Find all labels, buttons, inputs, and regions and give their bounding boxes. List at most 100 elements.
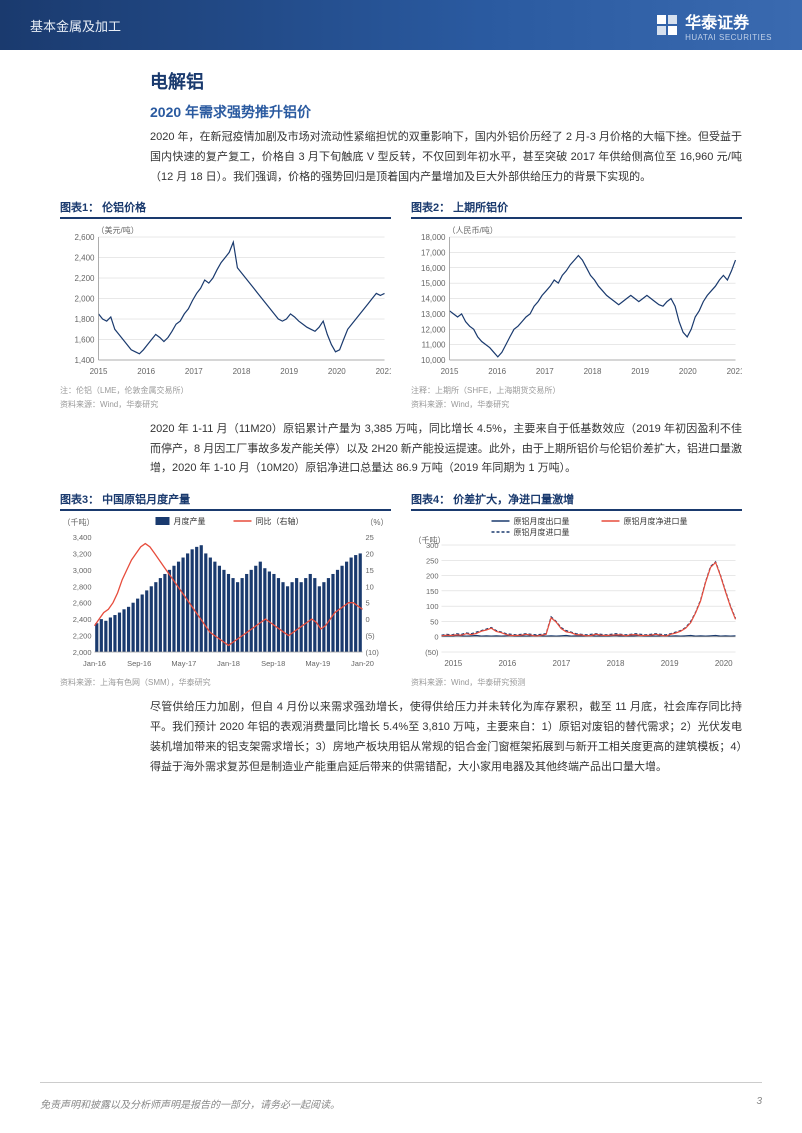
chart-3-svg: 月度产量同比（右轴）（千吨）（%）2,000(10)2,200(5)2,4000… (60, 515, 391, 670)
chart-4-note: 资料来源：Wind，华泰研究预测 (411, 677, 742, 688)
header-category: 基本金属及加工 (30, 16, 121, 35)
chart-1-note2: 资料来源：Wind，华泰研究 (60, 399, 391, 410)
svg-text:12,000: 12,000 (421, 326, 446, 335)
svg-text:Jan-16: Jan-16 (83, 659, 106, 668)
svg-text:Sep-18: Sep-18 (261, 659, 285, 668)
svg-text:2021: 2021 (727, 367, 742, 376)
paragraph-2: 2020 年 1-11 月（11M20）原铝累计产量为 3,385 万吨，同比增… (150, 420, 742, 479)
svg-text:2015: 2015 (441, 367, 459, 376)
svg-text:2,600: 2,600 (74, 233, 95, 242)
sub-title: 2020 年需求强势推升铝价 (150, 102, 742, 122)
svg-text:2,000: 2,000 (73, 648, 92, 657)
chart-1-note1: 注：伦铝（LME，伦敦金属交易所） (60, 385, 391, 396)
svg-text:2,800: 2,800 (73, 582, 92, 591)
svg-text:（千吨）: （千吨） (63, 517, 95, 527)
svg-text:2,400: 2,400 (74, 254, 95, 263)
page-footer: 免责声明和披露以及分析师声明是报告的一部分，请务必一起阅读。 3 (0, 1096, 802, 1111)
charts-row-1: 图表1： 伦铝价格 （美元/吨）1,4001,6001,8002,0002,20… (60, 199, 742, 409)
svg-text:1,600: 1,600 (74, 336, 95, 345)
svg-text:Jan-18: Jan-18 (217, 659, 240, 668)
svg-text:Jan-20: Jan-20 (351, 659, 374, 668)
svg-text:(10): (10) (366, 648, 380, 657)
svg-text:原铝月度净进口量: 原铝月度净进口量 (624, 516, 688, 526)
chart-1-block: 图表1： 伦铝价格 （美元/吨）1,4001,6001,8002,0002,20… (60, 199, 391, 409)
svg-text:3,200: 3,200 (73, 550, 92, 559)
company-logo-icon (655, 13, 679, 37)
chart-2-block: 图表2： 上期所铝价 （人民币/吨） 10,000 11,000 12,000 13,0… (411, 199, 742, 409)
svg-text:2016: 2016 (498, 659, 516, 668)
company-name: 华泰证券 (685, 9, 772, 33)
chart-2-note2: 资料来源：Wind，华泰研究 (411, 399, 742, 410)
svg-text:2018: 2018 (233, 367, 251, 376)
svg-text:2018: 2018 (584, 367, 602, 376)
chart-3-note: 资料来源：上海有色网（SMM），华泰研究 (60, 677, 391, 688)
svg-text:（人民币/吨）: （人民币/吨） (448, 225, 498, 235)
svg-text:17,000: 17,000 (421, 249, 446, 258)
svg-text:2017: 2017 (536, 367, 554, 376)
svg-text:20: 20 (366, 550, 374, 559)
svg-text:200: 200 (426, 572, 439, 581)
svg-text:1,400: 1,400 (74, 356, 95, 365)
page-header: 基本金属及加工 华泰证券 HUATAI SECURITIES (0, 0, 802, 50)
svg-text:2,200: 2,200 (73, 632, 92, 641)
svg-text:2015: 2015 (444, 659, 462, 668)
svg-text:250: 250 (426, 556, 439, 565)
svg-text:3,000: 3,000 (73, 566, 92, 575)
svg-text:2020: 2020 (679, 367, 697, 376)
svg-text:Sep-16: Sep-16 (127, 659, 151, 668)
svg-text:16,000: 16,000 (421, 264, 446, 273)
chart-3-block: 图表3： 中国原铝月度产量 月度产量同比（右轴）（千吨）（%）2,000(10)… (60, 491, 391, 688)
svg-text:10: 10 (366, 582, 374, 591)
svg-text:0: 0 (434, 633, 438, 642)
svg-text:2,000: 2,000 (74, 295, 95, 304)
svg-text:100: 100 (426, 602, 439, 611)
svg-text:（%）: （%） (365, 518, 388, 527)
chart-2-svg: （人民币/吨）10,00011,00012,00013,00014,00015,… (411, 223, 742, 378)
chart-4-svg: 原铝月度出口量原铝月度进口量原铝月度净进口量（千吨）(50)0501001502… (411, 515, 742, 670)
svg-text:2021: 2021 (376, 367, 391, 376)
svg-text:2,400: 2,400 (73, 615, 92, 624)
svg-text:2017: 2017 (553, 659, 571, 668)
svg-text:13,000: 13,000 (421, 310, 446, 319)
svg-text:(50): (50) (425, 648, 439, 657)
svg-text:月度产量: 月度产量 (174, 516, 206, 526)
svg-text:原铝月度出口量: 原铝月度出口量 (514, 516, 570, 526)
company-name-en: HUATAI SECURITIES (685, 33, 772, 42)
svg-text:18,000: 18,000 (421, 233, 446, 242)
chart-2-title: 图表2： 上期所铝价 (411, 199, 742, 219)
svg-text:2017: 2017 (185, 367, 203, 376)
svg-text:50: 50 (430, 618, 438, 627)
svg-text:14,000: 14,000 (421, 295, 446, 304)
svg-text:11,000: 11,000 (422, 341, 446, 350)
header-logo-block: 华泰证券 HUATAI SECURITIES (655, 9, 772, 42)
svg-text:(5): (5) (366, 632, 376, 641)
svg-text:2019: 2019 (280, 367, 298, 376)
footer-page-number: 3 (756, 1096, 762, 1111)
svg-text:2,600: 2,600 (73, 599, 92, 608)
chart-4-title: 图表4： 价差扩大，净进口量激增 (411, 491, 742, 511)
svg-text:May-19: May-19 (305, 659, 330, 668)
svg-text:May-17: May-17 (171, 659, 196, 668)
svg-text:15: 15 (366, 566, 374, 575)
content-area: 电解铝 2020 年需求强势推升铝价 2020 年，在新冠疫情加剧及市场对流动性… (0, 50, 802, 778)
footer-disclaimer: 免责声明和披露以及分析师声明是报告的一部分，请务必一起阅读。 (40, 1096, 340, 1111)
svg-text:5: 5 (366, 599, 370, 608)
svg-text:0: 0 (366, 615, 370, 624)
svg-text:10,000: 10,000 (421, 356, 446, 365)
svg-text:2019: 2019 (661, 659, 679, 668)
svg-text:150: 150 (426, 587, 439, 596)
paragraph-1: 2020 年，在新冠疫情加剧及市场对流动性紧缩担忧的双重影响下，国内外铝价历经了… (150, 128, 742, 187)
svg-text:2016: 2016 (137, 367, 155, 376)
svg-text:300: 300 (426, 541, 439, 550)
svg-text:2018: 2018 (607, 659, 625, 668)
chart-3-title: 图表3： 中国原铝月度产量 (60, 491, 391, 511)
paragraph-3: 尽管供给压力加剧，但自 4 月份以来需求强劲增长，使得供给压力并未转化为库存累积… (150, 698, 742, 777)
svg-text:2015: 2015 (90, 367, 108, 376)
svg-text:2020: 2020 (328, 367, 346, 376)
chart-1-title: 图表1： 伦铝价格 (60, 199, 391, 219)
svg-text:（美元/吨）: （美元/吨） (97, 225, 139, 235)
svg-text:25: 25 (366, 533, 374, 542)
svg-text:2019: 2019 (631, 367, 649, 376)
svg-text:3,400: 3,400 (73, 533, 92, 542)
main-title: 电解铝 (150, 68, 742, 94)
